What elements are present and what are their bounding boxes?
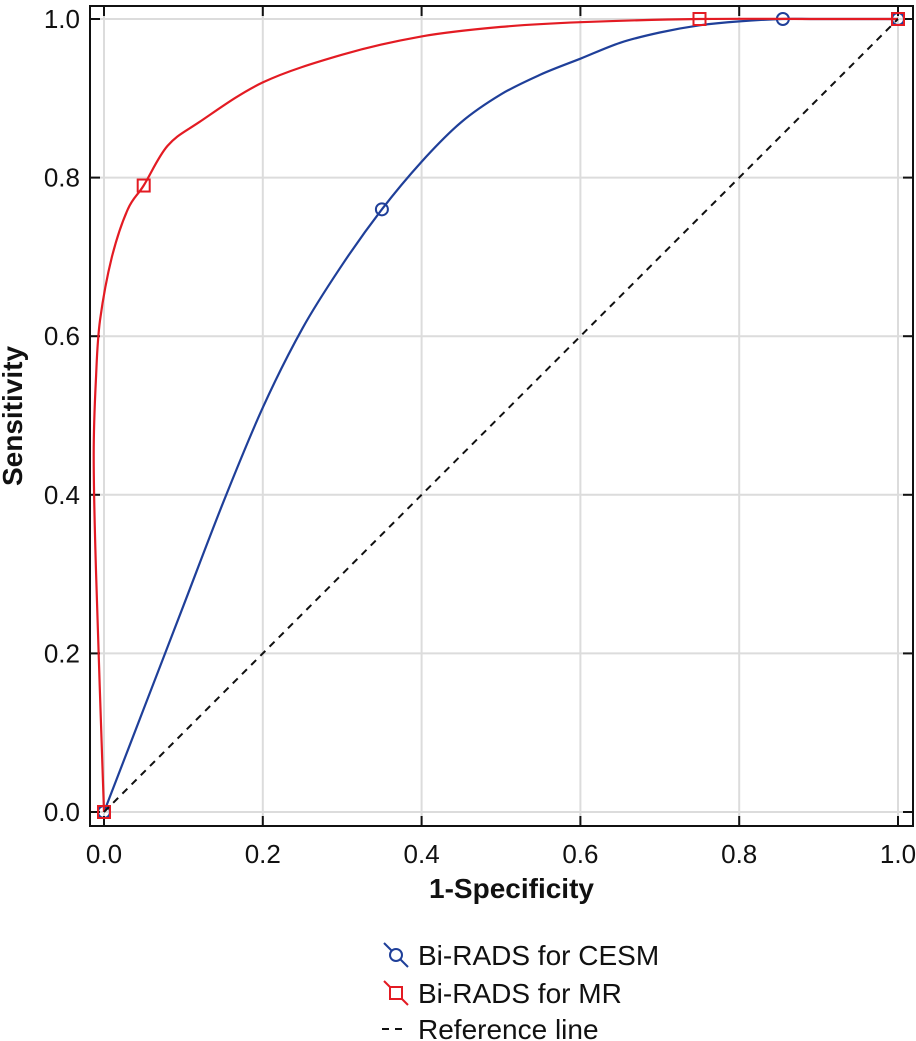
x-tick-label: 1.0 <box>880 839 916 869</box>
data-point-square <box>97 805 111 819</box>
x-tick-label: 0.4 <box>404 839 440 869</box>
legend: Bi-RADS for CESM Bi-RADS for MR Reference … <box>382 940 659 1041</box>
x-tick-label: 0.6 <box>562 839 598 869</box>
y-tick-label: 1.0 <box>44 4 80 34</box>
data-point-square <box>692 12 707 26</box>
roc-curve-bi-rads-for-mr <box>92 17 898 813</box>
series-reference-line <box>103 18 899 813</box>
plot-frame <box>89 5 914 827</box>
y-tick-label: 0.6 <box>44 321 80 351</box>
y-tick-label: 0.2 <box>44 638 80 668</box>
roc-curve-bi-rads-for-cesm <box>102 17 898 813</box>
data-point-circle <box>374 202 389 217</box>
data-point-square <box>136 178 151 193</box>
x-axis-title: 1-Specificity <box>429 873 594 904</box>
series-bi-rads-for-mr <box>92 12 905 819</box>
x-tick-label: 0.0 <box>86 839 122 869</box>
grid <box>90 6 913 826</box>
y-tick-label: 0.4 <box>44 480 80 510</box>
legend-label: Reference line <box>418 1014 599 1041</box>
series <box>92 12 905 819</box>
legend-item: Bi-RADS for CESM <box>383 940 659 971</box>
x-tick-label: 0.8 <box>721 839 757 869</box>
y-axis-title: Sensitivity <box>0 346 28 486</box>
data-point-square <box>891 12 905 26</box>
y-tick-label: 0.8 <box>44 163 80 193</box>
legend-label: Bi-RADS for MR <box>418 978 622 1009</box>
legend-label: Bi-RADS for CESM <box>418 940 659 971</box>
legend-marker-circle <box>389 948 403 962</box>
legend-marker-square <box>389 986 403 1000</box>
x-tick-label: 0.2 <box>245 839 281 869</box>
legend-item: Reference line <box>382 1014 599 1041</box>
ticks: 0.0 0.2 0.4 0.6 0.8 1.0 0.0 0.2 0.4 0.6 0.8 1.0 <box>44 4 916 869</box>
legend-item: Bi-RADS for MR <box>383 978 622 1009</box>
y-tick-label: 0.0 <box>44 797 80 827</box>
reference-line <box>103 18 899 813</box>
